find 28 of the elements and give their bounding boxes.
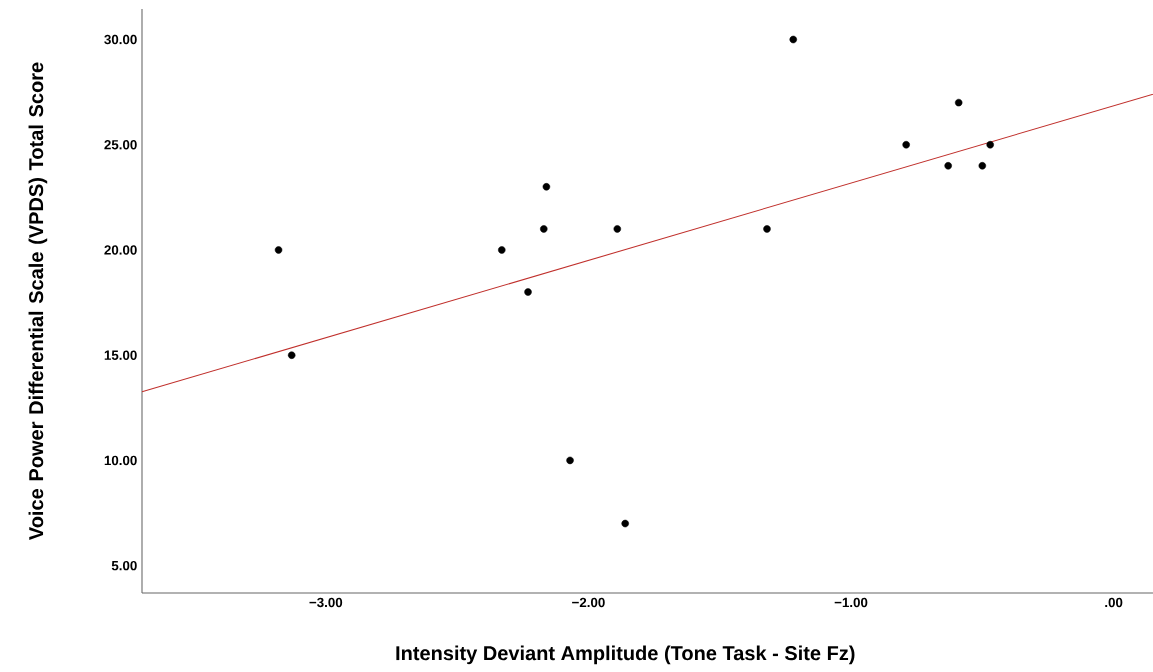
point <box>540 225 548 233</box>
y-tick-label: 30.00 <box>104 34 137 45</box>
point <box>524 288 532 296</box>
y-tick-label: 25.00 <box>104 140 137 150</box>
y-tick-label: 5.00 <box>111 560 137 571</box>
y-tick-label: 10.00 <box>104 455 137 466</box>
point <box>621 519 629 528</box>
point <box>613 225 622 233</box>
y-tick-label: 15.00 <box>104 350 137 360</box>
point <box>763 225 771 233</box>
x-tick-label: −1.00 <box>834 597 868 608</box>
point <box>287 351 296 359</box>
x-tick-label: −3.00 <box>309 597 343 608</box>
point <box>566 456 574 465</box>
point <box>274 246 283 254</box>
point <box>902 141 910 149</box>
point <box>789 35 797 44</box>
point <box>542 183 551 191</box>
point <box>986 141 994 149</box>
point <box>498 246 506 254</box>
point <box>978 162 987 170</box>
point <box>944 162 952 170</box>
x-tick-label: −2.00 <box>572 597 605 608</box>
point <box>954 98 963 107</box>
x-tick-label: .00 <box>1105 597 1123 608</box>
y-tick-label: 20.00 <box>104 245 137 255</box>
y-axis-title: Voice Power Differential Scale (VPDS) Total Score <box>28 62 48 540</box>
x-axis-title: Intensity Deviant Amplitude (Tone Task - Site Fz) <box>396 645 855 665</box>
